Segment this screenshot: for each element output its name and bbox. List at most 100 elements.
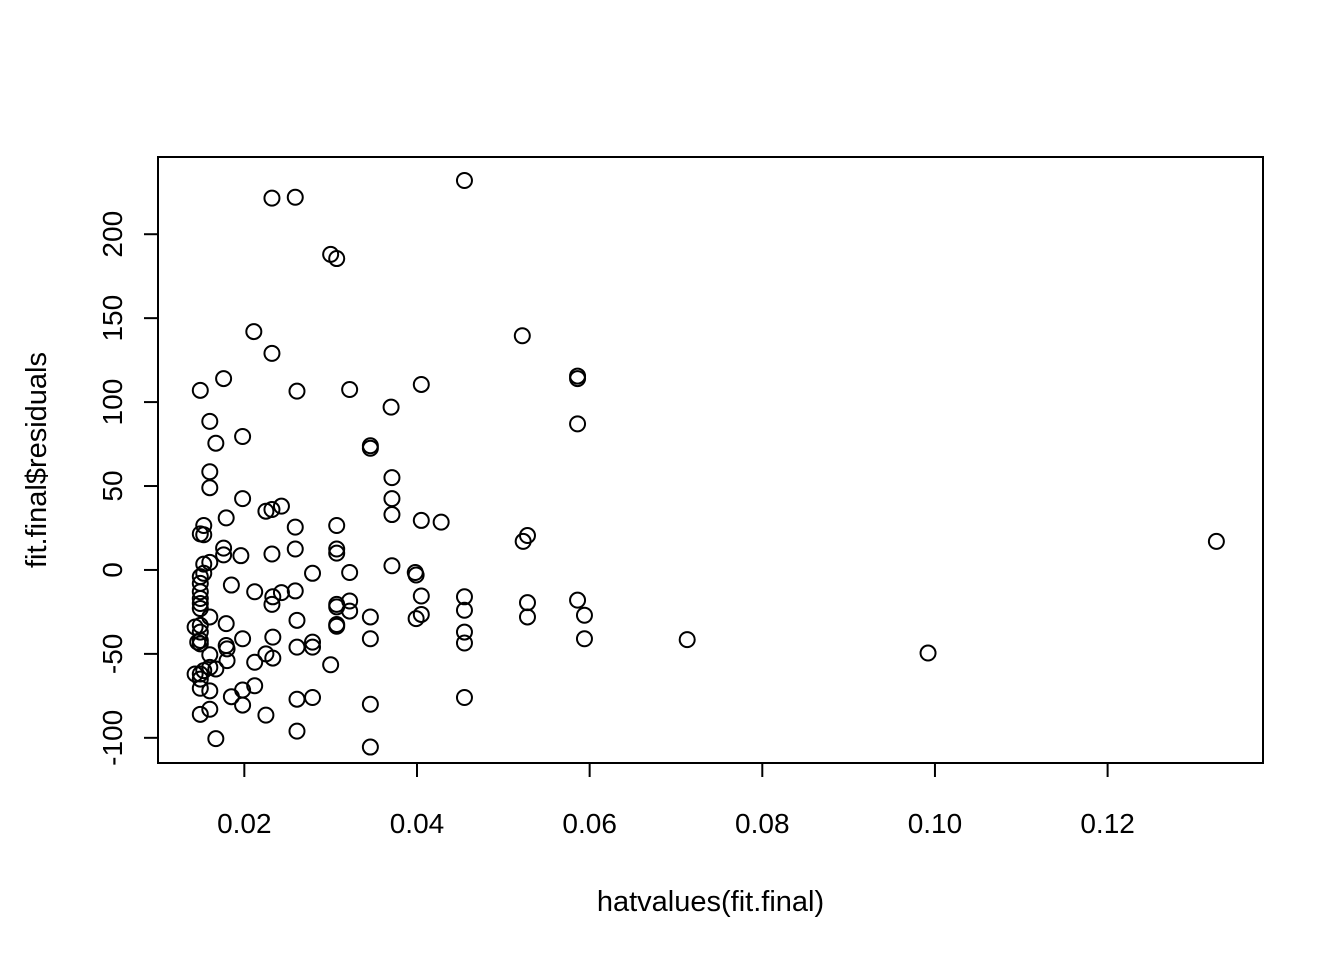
y-axis-title: fit.final$residuals <box>21 352 53 568</box>
data-point <box>215 539 233 557</box>
y-axis: -100 -50 0 50 100 150 200 <box>97 211 159 766</box>
data-point <box>382 398 400 416</box>
data-point <box>569 591 587 609</box>
data-point <box>218 652 236 670</box>
data-point <box>412 605 430 623</box>
data-point <box>412 587 430 605</box>
data-point <box>575 630 593 648</box>
data-point <box>455 634 473 652</box>
data-point <box>407 610 425 628</box>
x-tick-label: 0.02 <box>217 808 272 839</box>
data-point <box>361 439 379 457</box>
data-point <box>361 608 379 626</box>
data-point <box>201 646 219 664</box>
data-point <box>215 546 233 564</box>
data-point <box>191 381 209 399</box>
data-point <box>257 706 275 724</box>
data-point <box>201 700 219 718</box>
data-point <box>218 640 236 658</box>
data-point <box>201 412 219 430</box>
data-point <box>263 595 281 613</box>
data-point <box>518 608 536 626</box>
data-point <box>361 630 379 648</box>
data-point <box>455 689 473 707</box>
x-axis: 0.02 0.04 0.06 0.08 0.10 0.12 <box>217 762 1135 839</box>
data-points <box>186 172 1225 756</box>
data-point <box>215 370 233 388</box>
data-point <box>569 415 587 433</box>
data-point <box>195 564 213 582</box>
data-point <box>286 188 304 206</box>
data-point <box>186 665 204 683</box>
x-tick-label: 0.10 <box>908 808 963 839</box>
data-point <box>264 588 282 606</box>
data-point <box>263 344 281 362</box>
x-axis-title: hatvalues(fit.final) <box>597 886 824 918</box>
x-tick-label: 0.04 <box>390 808 445 839</box>
data-point <box>234 630 252 648</box>
data-point <box>304 564 322 582</box>
data-point <box>195 516 213 534</box>
data-point <box>383 506 401 524</box>
data-point <box>232 547 250 565</box>
data-point <box>217 509 235 527</box>
data-point <box>361 738 379 756</box>
data-point <box>191 705 209 723</box>
data-point <box>288 611 306 629</box>
data-point <box>191 589 209 607</box>
data-point <box>234 427 252 445</box>
data-point <box>412 375 430 393</box>
data-point <box>455 623 473 641</box>
data-point <box>328 540 346 558</box>
data-point <box>246 583 264 601</box>
data-point <box>1207 532 1225 550</box>
y-tick-label: 150 <box>97 295 128 342</box>
data-point <box>304 633 322 651</box>
data-point <box>328 544 346 562</box>
x-tick-label: 0.12 <box>1080 808 1135 839</box>
data-point <box>257 502 275 520</box>
data-point <box>263 189 281 207</box>
data-point <box>191 583 209 601</box>
data-point <box>246 677 264 695</box>
data-point <box>234 696 252 714</box>
data-point <box>328 617 346 635</box>
data-point <box>191 623 209 641</box>
data-point <box>455 588 473 606</box>
data-point <box>201 682 219 700</box>
data-point <box>575 606 593 624</box>
data-point <box>919 644 937 662</box>
x-tick-label: 0.08 <box>735 808 790 839</box>
data-point <box>191 670 209 688</box>
data-point <box>222 688 240 706</box>
data-point <box>513 327 531 345</box>
data-point <box>286 540 304 558</box>
data-point <box>217 615 235 633</box>
data-point <box>569 370 587 388</box>
y-tick-label: -100 <box>97 710 128 766</box>
data-point <box>455 172 473 190</box>
data-point <box>455 601 473 619</box>
data-point <box>412 511 430 529</box>
data-point <box>514 532 532 550</box>
data-point <box>407 566 425 584</box>
data-point <box>322 656 340 674</box>
data-point <box>288 382 306 400</box>
data-point <box>222 576 240 594</box>
data-point <box>264 628 282 646</box>
data-point <box>383 557 401 575</box>
data-point <box>201 608 219 626</box>
data-point <box>341 563 359 581</box>
data-point <box>272 497 290 515</box>
data-point <box>195 526 213 544</box>
data-point <box>245 323 263 341</box>
data-point <box>191 600 209 618</box>
data-point <box>286 518 304 536</box>
data-point <box>195 662 213 680</box>
data-point <box>288 722 306 740</box>
data-point <box>361 695 379 713</box>
x-tick-label: 0.06 <box>562 808 617 839</box>
y-tick-label: 100 <box>97 379 128 426</box>
